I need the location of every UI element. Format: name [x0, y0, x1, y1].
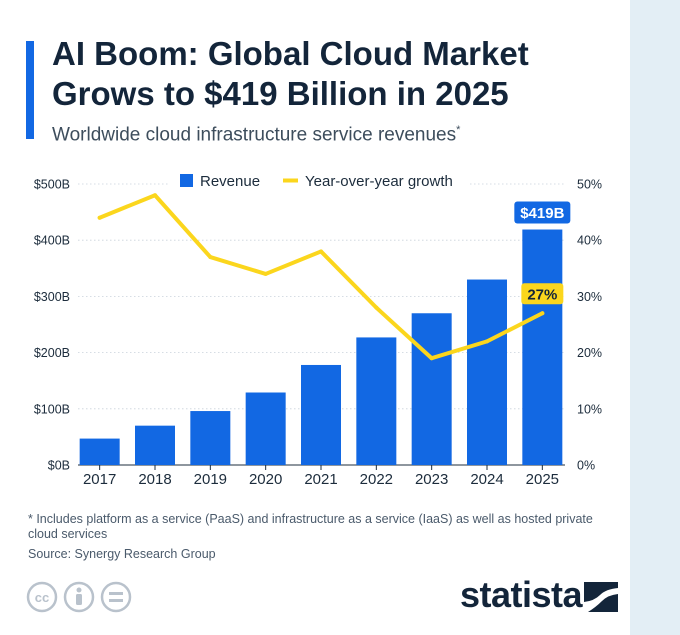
- cc-icon: cc: [26, 581, 58, 613]
- nd-icon: [100, 581, 132, 613]
- y-right-tick-label: 40%: [577, 234, 602, 248]
- chart-title: AI Boom: Global Cloud Market Grows to $4…: [52, 35, 529, 112]
- legend-growth-label: Year-over-year growth: [305, 173, 453, 190]
- svg-text:cc: cc: [35, 590, 49, 605]
- growth-point-2017: [97, 215, 102, 220]
- title-accent-bar: [26, 41, 34, 139]
- growth-annotation-box: [521, 283, 564, 305]
- revenue-annotation-box: [514, 201, 571, 224]
- y-left-tick-label: $100B: [34, 402, 70, 416]
- growth-point-2022: [374, 305, 379, 310]
- growth-point-2020: [263, 271, 268, 276]
- y-right-tick-label: 20%: [577, 346, 602, 360]
- x-tick-label: 2022: [360, 471, 393, 488]
- revenue-bar-2019: [190, 411, 231, 465]
- x-tick-label: 2017: [83, 471, 116, 488]
- x-tick-label: 2020: [249, 471, 282, 488]
- revenue-bar-2023: [411, 313, 452, 465]
- growth-point-2023: [429, 356, 434, 361]
- annotations: $419B 27%: [514, 201, 571, 305]
- y-right-tick-label: 50%: [577, 178, 602, 192]
- revenue-growth-chart: $0B $100B $200B $300B $400B $500B 0% 10% 20% 30% 4…: [34, 166, 602, 489]
- revenue-bars: [79, 229, 563, 465]
- x-tick-label: 2018: [138, 471, 171, 488]
- subtitle-text: Worldwide cloud infrastructure service r…: [52, 124, 457, 146]
- growth-point-2025: [540, 311, 545, 316]
- revenue-bar-2021: [301, 364, 341, 465]
- legend: Revenue Year-over-year growth: [170, 166, 468, 194]
- revenue-bar-2022: [356, 337, 397, 465]
- revenue-annotation-label: $419B: [520, 205, 564, 222]
- x-tick-label: 2019: [194, 471, 227, 488]
- growth-point-2019: [208, 255, 213, 260]
- source-line: Source: Synergy Research Group: [28, 547, 216, 561]
- y-right-tick-label: 0%: [577, 459, 595, 473]
- y-left-tick-label: $200B: [34, 346, 70, 360]
- statista-logo-text: statista: [460, 574, 583, 615]
- y-left-tick-label: $300B: [34, 290, 70, 304]
- x-tick-label: 2024: [470, 471, 503, 488]
- infographic-card: AI Boom: Global Cloud Market Grows to $4…: [0, 0, 630, 635]
- y-left-tick-label: $400B: [34, 234, 70, 248]
- revenue-bar-2020: [245, 392, 286, 465]
- y-left-tick-label: $500B: [34, 178, 70, 192]
- revenue-bar-2025: [522, 229, 563, 465]
- revenue-bar-2018: [135, 425, 175, 465]
- revenue-bar-2017: [79, 438, 120, 465]
- growth-line-layer: [97, 193, 545, 361]
- x-tick-label: 2023: [415, 471, 448, 488]
- by-icon: [63, 581, 95, 613]
- statista-logo-icon: [584, 582, 618, 612]
- growth-annotation-label: 27%: [527, 286, 557, 303]
- x-tick-label: 2025: [526, 471, 559, 488]
- chart-subtitle: Worldwide cloud infrastructure service r…: [52, 124, 460, 146]
- revenue-bar-2024: [467, 279, 507, 465]
- axis-ticks: $0B $100B $200B $300B $400B $500B 0% 10% 20% 30% 4…: [34, 178, 602, 489]
- legend-revenue-swatch: [180, 174, 193, 187]
- license-icons: cc: [26, 581, 132, 613]
- y-right-tick-label: 10%: [577, 402, 602, 416]
- x-tick-label: 2021: [304, 471, 337, 488]
- growth-point-2021: [319, 249, 323, 254]
- growth-point-2018: [153, 193, 157, 198]
- footnote: * Includes platform as a service (PaaS) …: [28, 512, 593, 541]
- growth-point-2024: [485, 339, 489, 344]
- legend-revenue-label: Revenue: [200, 173, 260, 190]
- y-right-tick-label: 30%: [577, 290, 602, 304]
- y-left-tick-label: $0B: [48, 459, 70, 473]
- subtitle-footnote-marker: *: [456, 124, 461, 136]
- legend-box: [170, 166, 468, 194]
